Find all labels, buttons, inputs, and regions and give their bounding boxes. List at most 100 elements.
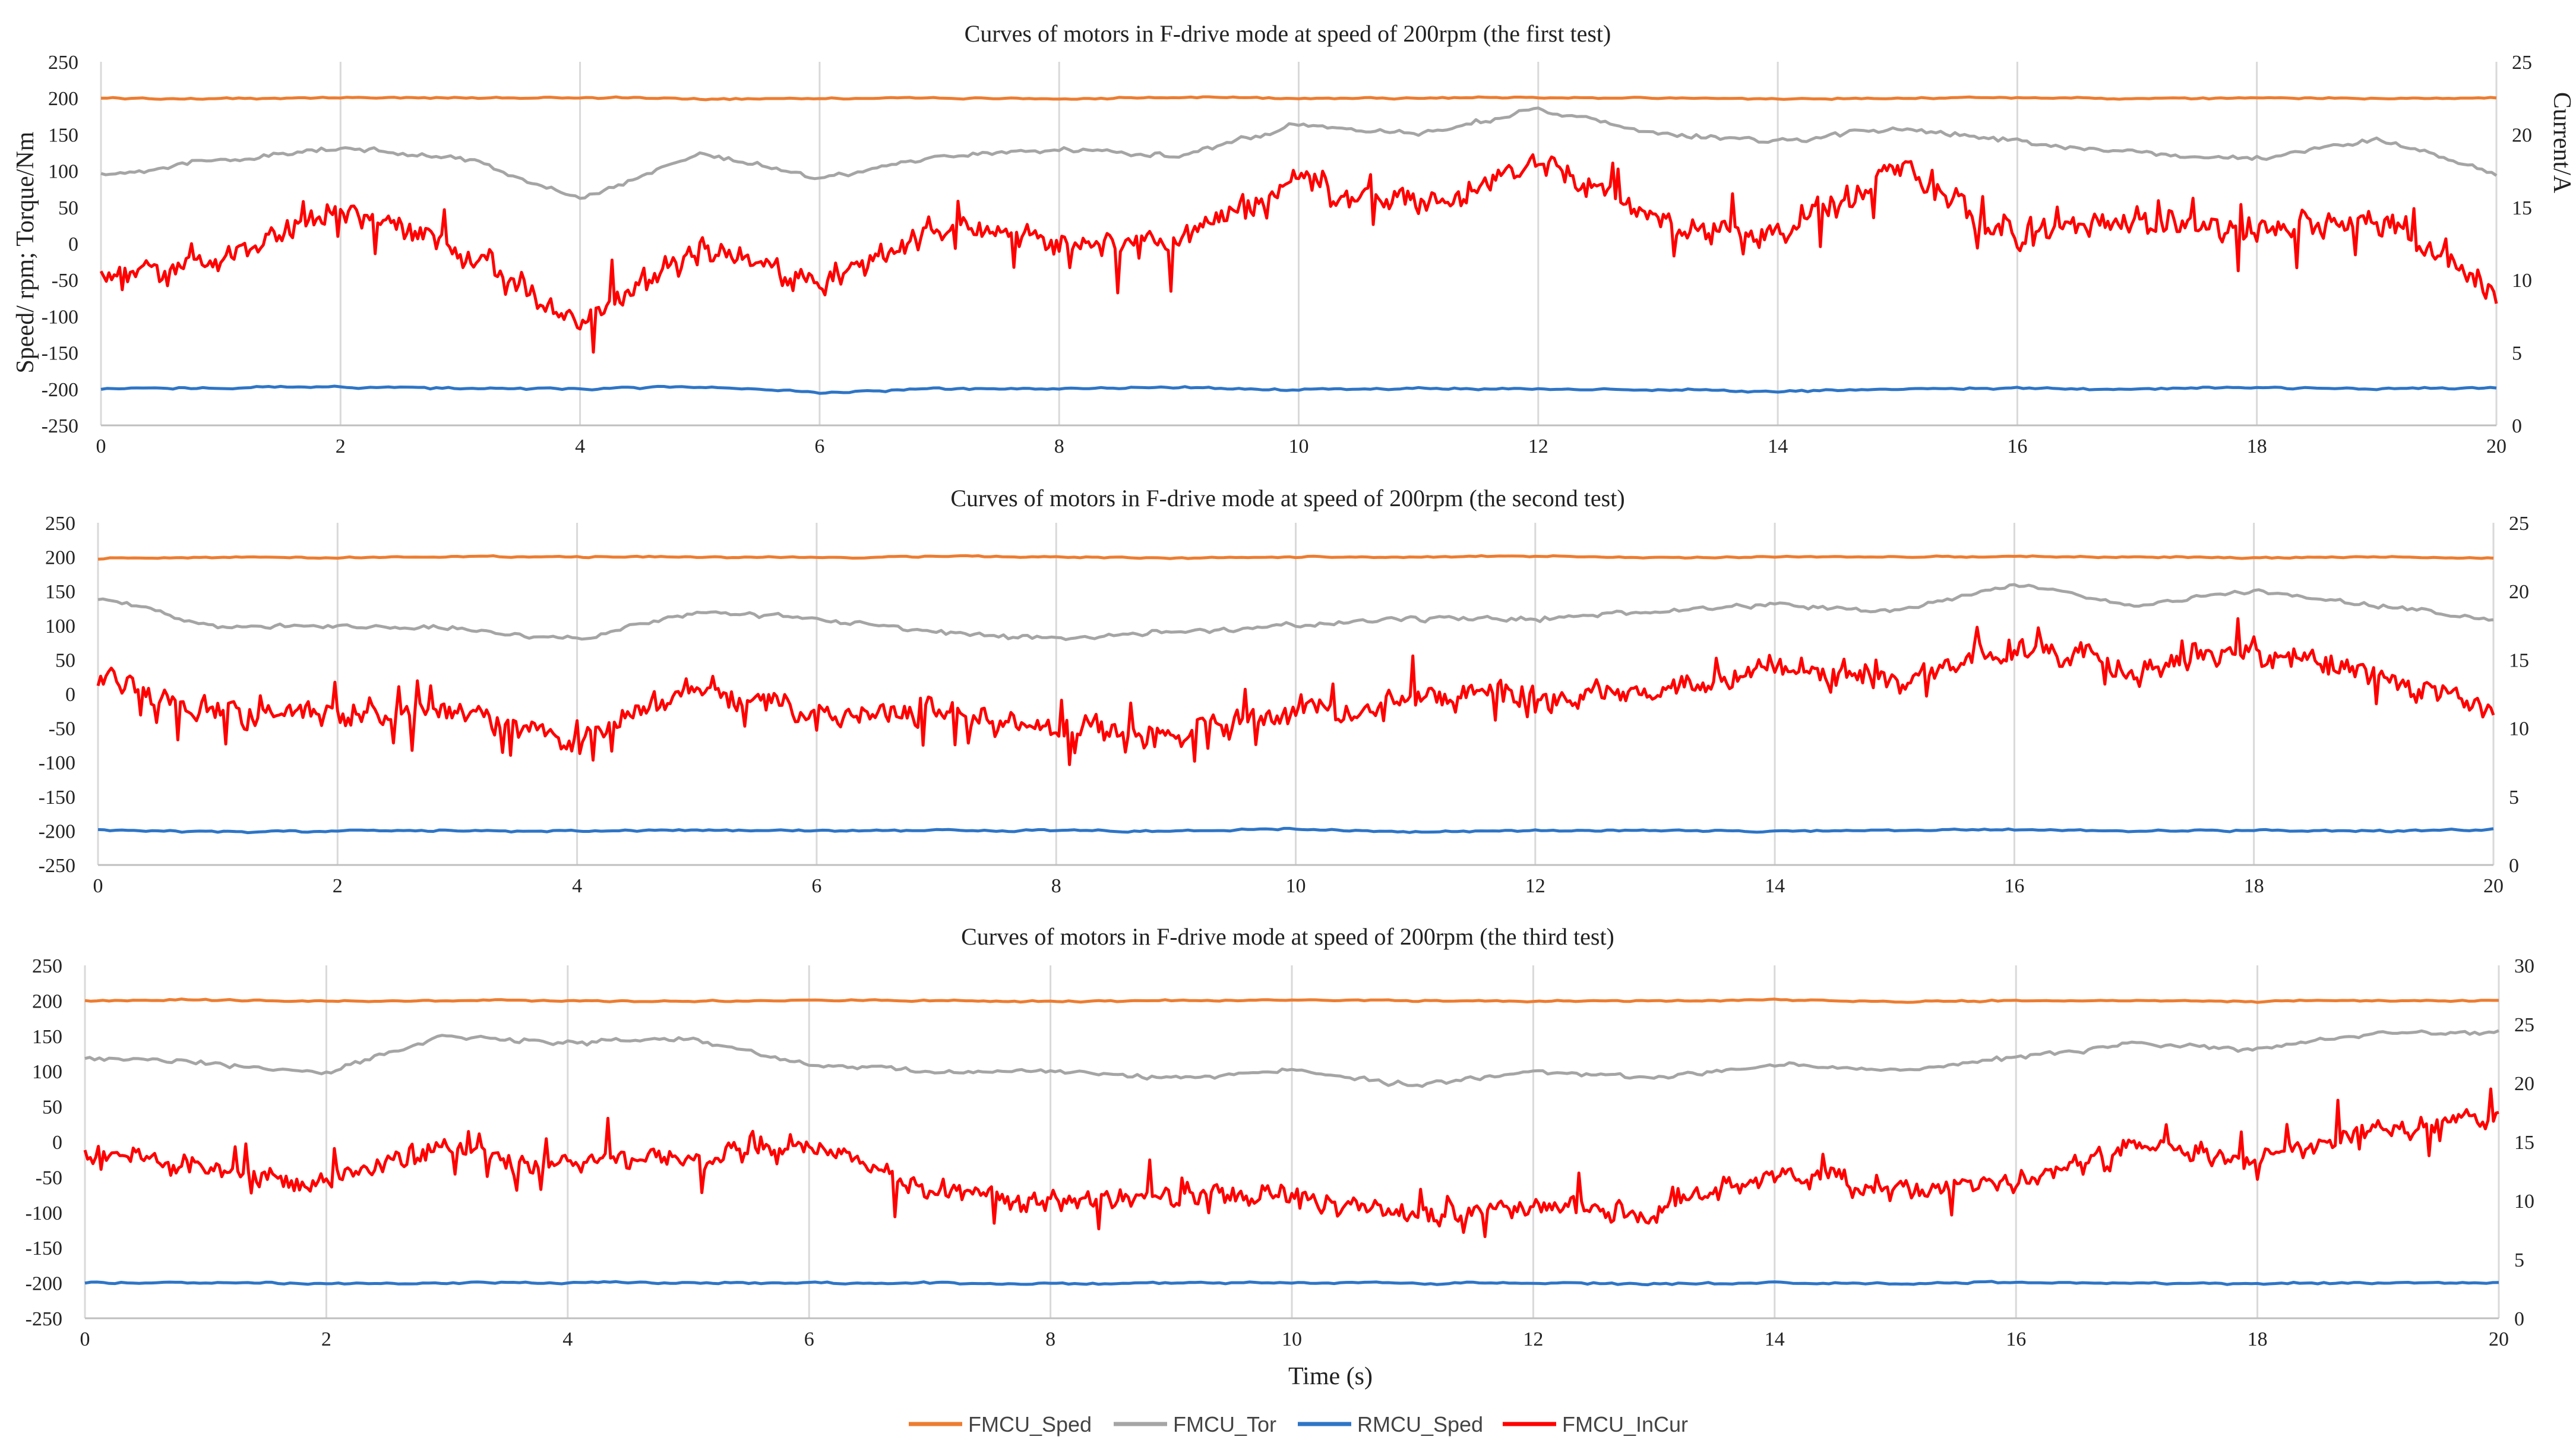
panel-3-y-tick--250: -250 [26,1308,62,1330]
panel-2-series-fmcu-tor [97,583,2494,642]
panel-1-y-tick-0: 0 [68,233,78,255]
panel-2-x-tick-12: 12 [1525,875,1545,897]
panel-3-x-tick-4: 4 [562,1328,573,1350]
legend-label-fmcu-incur: FMCU_InCur [1562,1412,1688,1436]
panel-1-y2-tick-0: 0 [2512,415,2522,437]
panel-1-series-fmcu-tor [100,106,2498,200]
legend-label-fmcu-sped: FMCU_Sped [968,1412,1092,1436]
panel-3-y2-tick-15: 15 [2514,1132,2534,1154]
panel-2-series-fmcu-incur [96,617,2495,766]
panel-2-series-fmcu-sped [97,554,2494,561]
panel-3-y-tick-100: 100 [32,1061,62,1083]
panel-2-y-tick-150: 150 [45,581,75,603]
panel-2-y-tick-200: 200 [45,547,75,569]
panel-3-x-tick-14: 14 [1765,1328,1785,1350]
panel-3-y-tick-150: 150 [32,1026,62,1048]
panel-3-y-tick--200: -200 [26,1273,62,1295]
panel-1-y2-tick-20: 20 [2512,124,2532,146]
panel-1-x-tick-6: 6 [814,435,824,457]
panel-3-x-tick-10: 10 [1282,1328,1302,1350]
panel-2-y-tick--50: -50 [49,718,75,740]
panel-2-y-tick-0: 0 [65,684,75,706]
panel-1-series-fmcu-incur [99,153,2498,354]
panel-3-series-fmcu-sped [84,997,2499,1004]
panel-1-y-tick-200: 200 [48,88,78,110]
panel-2-grid [97,523,2495,866]
panel-1-series-fmcu-sped [100,95,2497,102]
panel-2-x-tick-16: 16 [2004,875,2024,897]
panel-2-y-tick--200: -200 [39,820,75,842]
panel-2-y-tick--150: -150 [39,787,75,809]
panel-3-title: Curves of motors in F-drive mode at spee… [961,923,1614,950]
panel-3-y2-tick-30: 30 [2514,955,2534,977]
panel-1-y-tick-50: 50 [58,197,78,219]
panel-2-y2-tick-15: 15 [2509,649,2529,671]
panel-1-x-tick-14: 14 [1768,435,1788,457]
panel-1-y-tick-250: 250 [48,52,78,74]
panel-2-plot [96,554,2495,835]
panel-2-y-tick--250: -250 [39,855,75,877]
panel-1-x-tick-0: 0 [96,435,106,457]
panel-2-x-tick-10: 10 [1286,875,1306,897]
legend-item-fmcu-incur: FMCU_InCur [1503,1412,1688,1436]
panel-2-x-tick-8: 8 [1051,875,1061,897]
panel-3-x-tick-16: 16 [2006,1328,2026,1350]
panel-2-x-tick-2: 2 [333,875,343,897]
panel-3-plot [83,997,2499,1287]
legend: FMCU_Sped FMCU_Tor RMCU_Sped FMCU_InCur [909,1412,1688,1436]
legend-item-fmcu-sped: FMCU_Sped [909,1412,1092,1436]
panel-3-y-tick--50: -50 [36,1167,62,1189]
panel-3-series-rmcu-sped [84,1280,2499,1287]
panel-3-y-tick-200: 200 [32,990,62,1012]
panel-3-x-tick-8: 8 [1045,1328,1055,1350]
panel-2-x-tick-0: 0 [93,875,103,897]
panel-3-grid [84,965,2500,1319]
panel-3-y2-tick-25: 25 [2514,1014,2534,1036]
panel-1-y-tick--50: -50 [52,270,78,292]
panel-1-x-tick-12: 12 [1528,435,1548,457]
panel-3-y-tick-250: 250 [32,955,62,977]
panel-1-ticks: 0 2 4 6 8 10 12 14 16 18 20-250-200-150-100-500501… [42,52,2532,457]
panel-2-x-tick-18: 18 [2244,875,2264,897]
panel-3-ticks: 0 2 4 6 8 10 12 14 16 18 20-250-200-150-100-500501… [26,955,2534,1350]
panel-1-x-tick-20: 20 [2486,435,2507,457]
panel-2-y-tick-100: 100 [45,615,75,637]
panel-3-y2-tick-0: 0 [2514,1308,2524,1330]
right-axis-label: Current/A [2548,92,2575,194]
chart-panel-3: 0 2 4 6 8 10 12 14 16 18 20-250-200-150-100-500501… [26,923,2534,1350]
panel-1-y-tick--100: -100 [42,306,78,328]
panel-1-x-tick-16: 16 [2007,435,2027,457]
panel-2-y2-tick-5: 5 [2509,787,2519,809]
panel-2-title: Curves of motors in F-drive mode at spee… [950,485,1624,512]
panel-3-x-tick-6: 6 [804,1328,814,1350]
panel-3-y-tick--150: -150 [26,1237,62,1259]
panel-1-y-tick--250: -250 [42,415,78,437]
panel-2-y-tick--100: -100 [39,752,75,774]
panel-2-y2-tick-10: 10 [2509,718,2529,740]
panel-1-x-tick-2: 2 [336,435,346,457]
panel-1-y2-tick-5: 5 [2512,343,2522,365]
panel-3-y-tick--100: -100 [26,1202,62,1224]
panel-3-x-tick-0: 0 [80,1328,90,1350]
panel-3-y2-tick-20: 20 [2514,1073,2534,1095]
panel-2-y2-tick-20: 20 [2509,581,2529,603]
panel-1-x-tick-4: 4 [575,435,585,457]
panel-1-x-tick-8: 8 [1054,435,1064,457]
x-axis-label: Time (s) [1288,1363,1373,1390]
left-axis-label: Speed/ rpm; Torque/Nm [12,131,39,373]
panel-3-x-tick-20: 20 [2489,1328,2509,1350]
panel-2-y2-tick-25: 25 [2509,513,2529,535]
panel-2-y-tick-250: 250 [45,513,75,535]
panel-1-y2-tick-25: 25 [2512,52,2532,74]
panel-2-x-tick-6: 6 [811,875,821,897]
panel-1-y-tick--150: -150 [42,343,78,365]
panel-3-y2-tick-10: 10 [2514,1191,2534,1213]
panel-1-plot [99,95,2498,395]
panel-3-y-tick-50: 50 [42,1097,62,1119]
panel-3-series-fmcu-tor [84,1029,2499,1088]
panel-1-x-tick-10: 10 [1289,435,1309,457]
panel-2-ticks: 0 2 4 6 8 10 12 14 16 18 20-250-200-150-100-500501… [39,513,2529,897]
panel-2-y2-tick-0: 0 [2509,855,2519,877]
panel-1-x-tick-18: 18 [2247,435,2267,457]
